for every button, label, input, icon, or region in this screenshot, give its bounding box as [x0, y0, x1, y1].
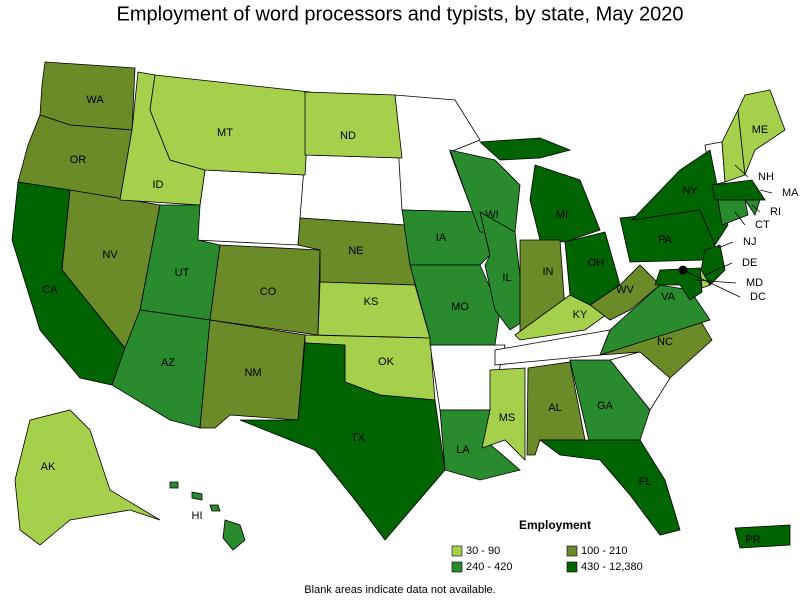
leader-line — [734, 164, 749, 178]
state-shape — [481, 367, 526, 461]
state-label: MI — [556, 209, 568, 221]
state-label: FL — [639, 476, 652, 488]
state-shape — [239, 342, 446, 541]
state-label: GA — [597, 400, 614, 412]
legend-swatch — [451, 561, 463, 573]
state-label: NM — [244, 367, 261, 379]
state-shape — [654, 267, 703, 301]
state-label: AZ — [161, 357, 175, 369]
leader-line — [694, 279, 737, 284]
state-shape — [169, 481, 246, 551]
legend-label: 100 - 210 — [581, 545, 627, 557]
state-shape — [734, 524, 791, 549]
state-label: OR — [70, 154, 87, 166]
state-shape — [304, 91, 403, 159]
states: WAORCANVIDMTUTAZCONMNDNEKSOKTXIAMOLAWIIL… — [11, 61, 799, 551]
leader-line — [759, 189, 773, 194]
state-label: PA — [658, 234, 673, 246]
state-label: TX — [351, 432, 366, 444]
leader-line — [734, 211, 746, 226]
legend-title: Employment — [519, 518, 591, 532]
state-label: WV — [616, 284, 634, 296]
state-shape — [479, 211, 526, 331]
state-label: OH — [588, 257, 605, 269]
legend-swatch — [566, 561, 578, 573]
state-label: MT — [217, 127, 233, 139]
state-label: KY — [573, 309, 588, 321]
state-label: UT — [175, 267, 190, 279]
state-label: VA — [661, 291, 676, 303]
state-label: ME — [752, 124, 769, 136]
leader-line — [682, 269, 741, 298]
state-label: IA — [436, 232, 447, 244]
state-label: ND — [340, 130, 356, 142]
leader-line — [704, 262, 733, 276]
state-label: RI — [770, 206, 781, 218]
legend: Employment 30 - 90 100 - 210 240 - 420 430 … — [451, 518, 643, 573]
state-label: DC — [750, 291, 766, 303]
legend-label: 240 - 420 — [466, 561, 512, 573]
state-shape — [409, 264, 501, 346]
state-label: NV — [102, 249, 118, 261]
state-shape — [737, 89, 786, 176]
state-label: PR — [745, 534, 760, 546]
state-label: OK — [378, 356, 395, 368]
state-label: NE — [348, 245, 363, 257]
state-label: LA — [456, 444, 470, 456]
state-label: AK — [41, 461, 56, 473]
state-shape — [194, 169, 306, 246]
legend-label: 30 - 90 — [466, 545, 500, 557]
state-label: WA — [86, 94, 104, 106]
state-label: MA — [782, 187, 799, 199]
state-label: AL — [548, 402, 561, 414]
legend-swatch — [451, 545, 463, 557]
state-shape — [744, 199, 761, 216]
leader-line — [717, 241, 734, 249]
state-label: IL — [502, 272, 511, 284]
state-label: KS — [364, 296, 379, 308]
state-label: CT — [755, 219, 770, 231]
state-shape — [538, 439, 681, 536]
legend-swatch — [566, 545, 578, 557]
state-shape — [299, 154, 406, 226]
state-label: CO — [260, 286, 277, 298]
state-label: ID — [153, 179, 164, 191]
state-label: NJ — [743, 236, 756, 248]
state-shape — [717, 199, 749, 226]
state-shape — [599, 284, 711, 356]
state-label: NH — [758, 171, 774, 183]
leader-line — [751, 204, 761, 213]
state-label: NY — [682, 185, 698, 197]
state-label: MS — [499, 412, 516, 424]
state-label: DE — [742, 257, 757, 269]
map-title: Employment of word processors and typist… — [117, 3, 684, 25]
state-shape — [711, 179, 766, 201]
state-shape — [317, 281, 431, 339]
state-shape — [14, 409, 161, 546]
state-label: NC — [657, 336, 673, 348]
footnote: Blank areas indicate data not available. — [304, 584, 495, 596]
state-label: CA — [42, 284, 58, 296]
state-label: MO — [451, 301, 469, 313]
legend-label: 430 - 12,380 — [581, 561, 643, 573]
state-label: MD — [746, 277, 763, 289]
state-label: IN — [543, 266, 554, 278]
state-shape — [149, 74, 311, 176]
state-shape — [401, 209, 491, 266]
state-label: HI — [192, 510, 203, 522]
state-shape — [569, 359, 651, 446]
